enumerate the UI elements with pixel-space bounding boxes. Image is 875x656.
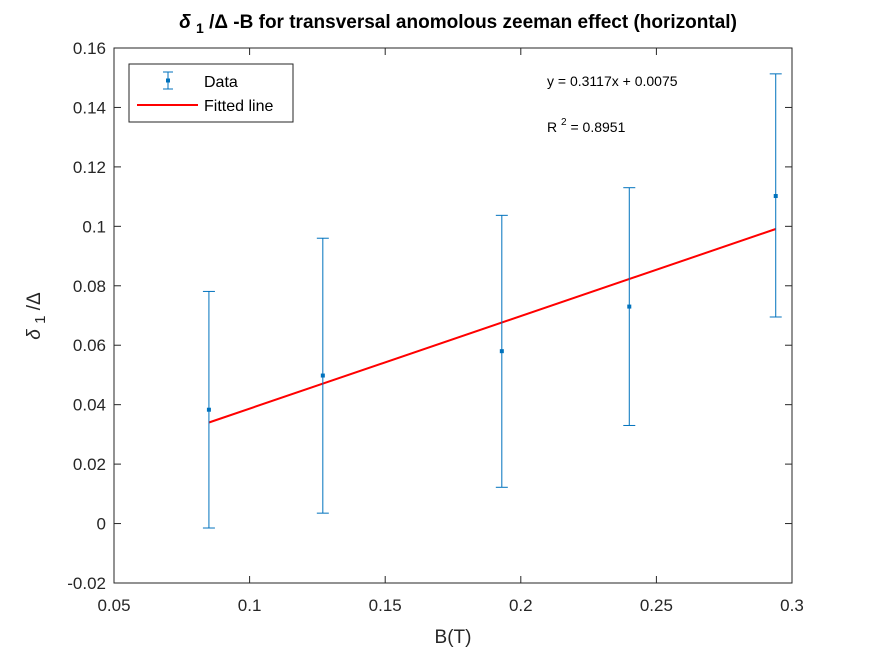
y-tick-label: 0.04 — [73, 396, 106, 415]
ylabel-delta-subscript: 1 — [32, 316, 49, 324]
x-axis-label: B(T) — [435, 627, 472, 648]
x-tick-label: 0.15 — [369, 596, 402, 615]
chart-title: δ 1 /Δ -B for transversal anomolous zeem… — [179, 12, 737, 38]
x-tick-label: 0.2 — [509, 596, 533, 615]
title-delta-symbol: δ — [179, 12, 191, 33]
title-main-text: -B for transversal anomolous zeeman effe… — [233, 12, 737, 33]
y-tick-label: 0.02 — [73, 455, 106, 474]
x-tick-label: 0.05 — [97, 596, 130, 615]
r2-prefix: R — [547, 119, 557, 135]
data-point-marker — [773, 194, 778, 199]
title-delta-subscript: 1 — [196, 20, 204, 36]
y-tick-label: -0.02 — [67, 574, 106, 593]
data-point-errorbar — [495, 214, 508, 488]
title-slash-delta: /Δ — [209, 12, 228, 33]
y-tick-label: 0.12 — [73, 158, 106, 177]
y-axis-label: δ 1 /Δ — [24, 292, 50, 340]
legend-label-fitted-line: Fitted line — [204, 98, 273, 115]
y-tick-label: 0 — [97, 515, 106, 534]
data-point-marker — [320, 373, 325, 378]
fitted-line — [208, 228, 777, 424]
legend-box — [128, 63, 294, 123]
errorbar-layer — [202, 73, 782, 529]
data-point-errorbar — [623, 187, 636, 426]
data-point-errorbar — [202, 290, 215, 529]
r2-value: = 0.8951 — [570, 119, 625, 135]
legend-data-marker — [163, 71, 173, 90]
data-point-marker — [499, 349, 504, 354]
data-point-errorbar — [316, 237, 329, 514]
y-tick-labels: -0.02 0 0.02 0.04 0.06 0.08 0.1 0.12 0.14 0.16 — [67, 39, 106, 593]
data-point-errorbar — [769, 73, 782, 318]
plot-area — [113, 47, 793, 584]
y-tick-label: 0.08 — [73, 277, 106, 296]
fitted-line-layer — [208, 228, 777, 424]
legend-label-data: Data — [204, 74, 238, 91]
x-tick-label: 0.3 — [780, 596, 804, 615]
ylabel-delta-symbol: δ — [24, 329, 45, 340]
y-tick-label: 0.1 — [82, 217, 106, 236]
data-point-marker — [206, 407, 211, 412]
axis-ticks — [113, 47, 793, 584]
fit-equation-annotation: y = 0.3117x + 0.0075 — [547, 73, 678, 89]
x-tick-label: 0.25 — [640, 596, 673, 615]
legend: Data Fitted line — [128, 63, 294, 123]
ylabel-rest: /Δ — [24, 292, 45, 310]
x-tick-label: 0.1 — [238, 596, 262, 615]
x-tick-labels: 0.05 0.1 0.15 0.2 0.25 0.3 — [97, 596, 803, 615]
r2-superscript: 2 — [561, 117, 567, 128]
y-tick-label: 0.06 — [73, 336, 106, 355]
r-squared-annotation: R 2 = 0.8951 — [547, 112, 626, 135]
data-point-marker — [627, 304, 632, 309]
y-tick-label: 0.16 — [73, 39, 106, 58]
y-tick-label: 0.14 — [73, 98, 106, 117]
